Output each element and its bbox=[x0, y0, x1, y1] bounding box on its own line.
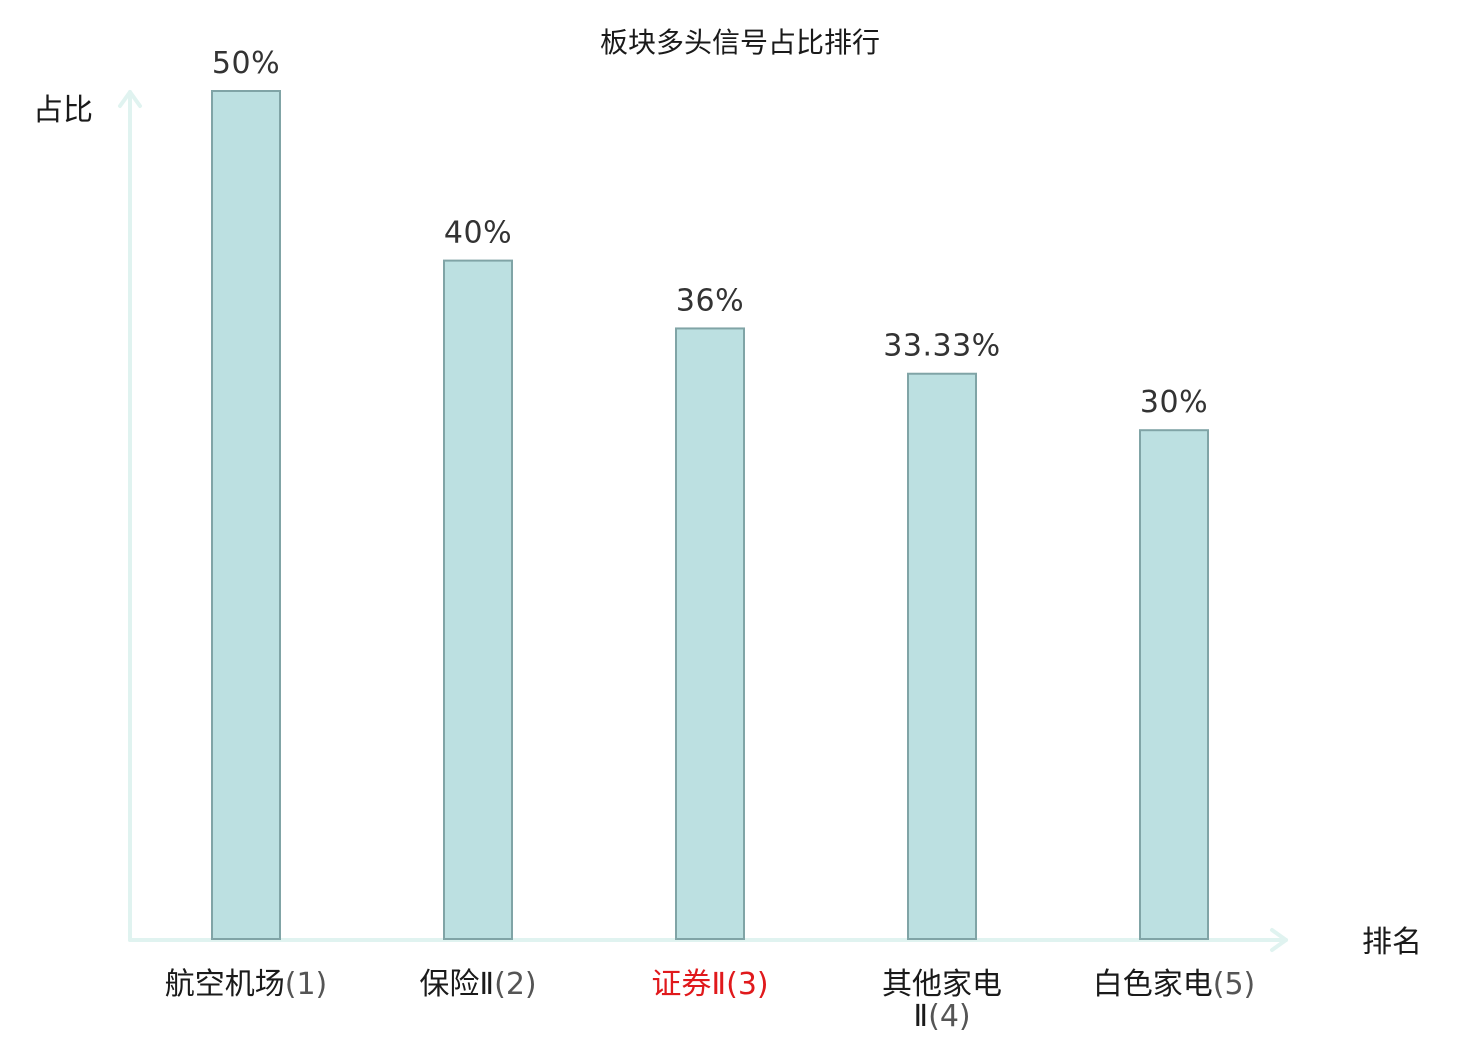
y-axis-label: 占比 bbox=[33, 93, 93, 128]
bar-4 bbox=[908, 374, 976, 939]
x-axis-label: 排名 bbox=[1362, 925, 1422, 960]
value-label-2: 40% bbox=[444, 216, 512, 251]
bar-1 bbox=[212, 91, 280, 939]
x-tick-label-5: 白色家电(5) bbox=[1093, 967, 1256, 1002]
bars-group bbox=[212, 91, 1208, 939]
value-label-3: 36% bbox=[676, 283, 744, 318]
value-label-1: 50% bbox=[212, 46, 280, 81]
value-label-5: 30% bbox=[1140, 385, 1208, 420]
bar-3 bbox=[676, 328, 744, 939]
x-tick-label-3: 证券Ⅱ(3) bbox=[651, 967, 768, 1002]
x-tick-label-1: 航空机场(1) bbox=[165, 967, 328, 1002]
x-tick-label-4: 其他家电 Ⅱ(4) bbox=[882, 967, 1002, 1034]
x-tick-label-2: 保险Ⅱ(2) bbox=[419, 967, 536, 1002]
value-label-4: 33.33% bbox=[883, 329, 1000, 364]
chart-title: 板块多头信号占比排行 bbox=[600, 26, 880, 59]
bar-5 bbox=[1140, 430, 1208, 939]
x-tick-labels-group: 航空机场(1) 保险Ⅱ(2) 证券Ⅱ(3) 其他家电 Ⅱ(4) 白色家电(5) bbox=[165, 967, 1256, 1034]
bar-2 bbox=[444, 261, 512, 939]
